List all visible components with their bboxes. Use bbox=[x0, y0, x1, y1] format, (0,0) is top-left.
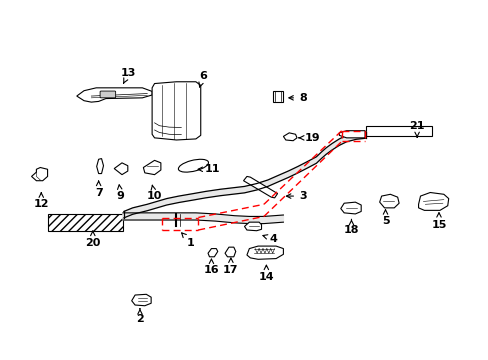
Text: 21: 21 bbox=[408, 121, 424, 137]
Polygon shape bbox=[207, 249, 217, 257]
Polygon shape bbox=[339, 131, 365, 138]
Polygon shape bbox=[114, 163, 127, 175]
Ellipse shape bbox=[178, 159, 208, 172]
Polygon shape bbox=[243, 176, 277, 198]
Text: 12: 12 bbox=[34, 193, 49, 209]
Text: 16: 16 bbox=[203, 259, 219, 275]
Text: 7: 7 bbox=[95, 181, 102, 198]
FancyBboxPatch shape bbox=[272, 91, 283, 102]
Text: 3: 3 bbox=[286, 191, 306, 201]
Polygon shape bbox=[97, 158, 103, 174]
Text: 1: 1 bbox=[181, 233, 195, 248]
Text: 15: 15 bbox=[430, 213, 446, 230]
Polygon shape bbox=[246, 246, 283, 259]
Polygon shape bbox=[31, 167, 47, 181]
FancyBboxPatch shape bbox=[100, 91, 116, 98]
Text: 18: 18 bbox=[343, 220, 359, 235]
Polygon shape bbox=[283, 133, 296, 141]
Text: 5: 5 bbox=[381, 210, 388, 226]
Polygon shape bbox=[224, 247, 235, 257]
Polygon shape bbox=[77, 88, 152, 102]
Polygon shape bbox=[152, 82, 201, 140]
Text: 8: 8 bbox=[288, 93, 306, 103]
Text: 11: 11 bbox=[198, 164, 220, 174]
Text: 13: 13 bbox=[121, 68, 136, 83]
Polygon shape bbox=[122, 213, 283, 224]
Text: 2: 2 bbox=[136, 309, 143, 324]
Polygon shape bbox=[418, 193, 448, 210]
Text: 4: 4 bbox=[263, 234, 277, 244]
Polygon shape bbox=[131, 294, 151, 306]
Text: 10: 10 bbox=[146, 185, 162, 201]
Text: 9: 9 bbox=[116, 185, 124, 201]
Bar bbox=[47, 213, 122, 231]
Polygon shape bbox=[244, 222, 261, 231]
FancyBboxPatch shape bbox=[366, 126, 431, 136]
Text: 19: 19 bbox=[299, 133, 320, 143]
Text: 20: 20 bbox=[85, 231, 100, 248]
Polygon shape bbox=[123, 132, 366, 218]
Text: 17: 17 bbox=[223, 258, 238, 275]
Polygon shape bbox=[379, 194, 398, 208]
Text: 6: 6 bbox=[199, 71, 207, 87]
Text: 14: 14 bbox=[258, 265, 274, 282]
Polygon shape bbox=[340, 202, 361, 214]
Polygon shape bbox=[143, 160, 161, 175]
